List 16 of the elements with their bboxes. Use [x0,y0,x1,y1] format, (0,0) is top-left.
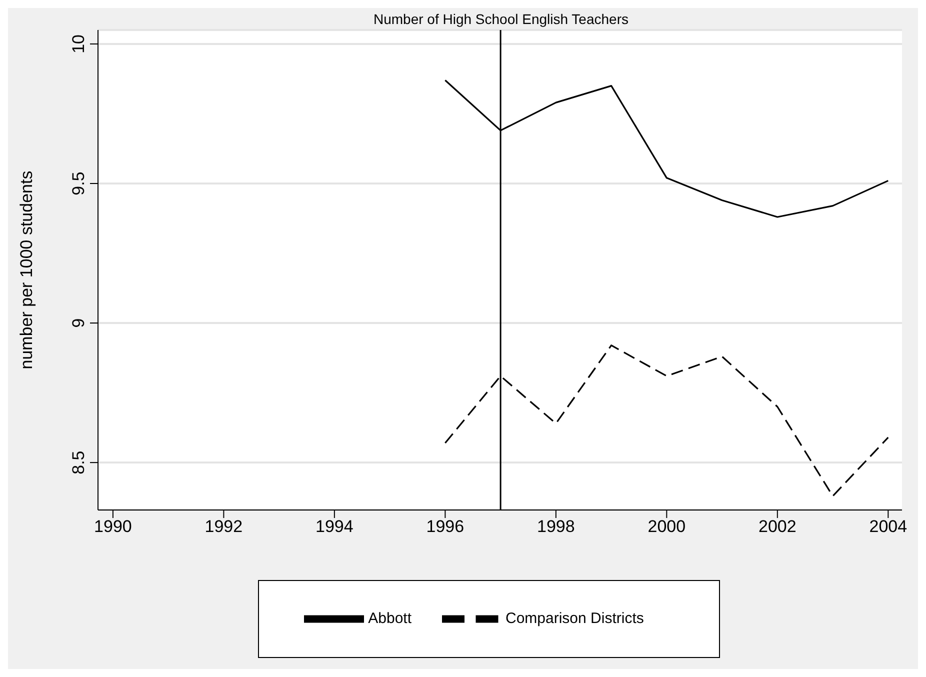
x-tick-label: 1998 [537,517,575,536]
x-tick-label: 1992 [204,517,243,536]
legend-label: Comparison Districts [506,610,644,628]
x-tick-label: 2002 [758,517,796,536]
y-tick-label: 8.5 [69,450,88,474]
x-tick-label: 1996 [426,517,464,536]
legend-label: Abbott [368,610,412,628]
x-tick-label: 1990 [94,517,132,536]
y-tick-label: 10 [69,34,88,54]
x-tick-label: 1994 [316,517,354,536]
x-tick-label: 2004 [869,517,908,536]
y-axis-title: number per 1000 students [17,170,36,370]
y-tick-label: 9.5 [69,172,88,196]
chart-title: Number of High School English Teachers [372,11,630,27]
y-tick-label: 9 [69,318,88,328]
x-tick-label: 2000 [648,517,686,536]
